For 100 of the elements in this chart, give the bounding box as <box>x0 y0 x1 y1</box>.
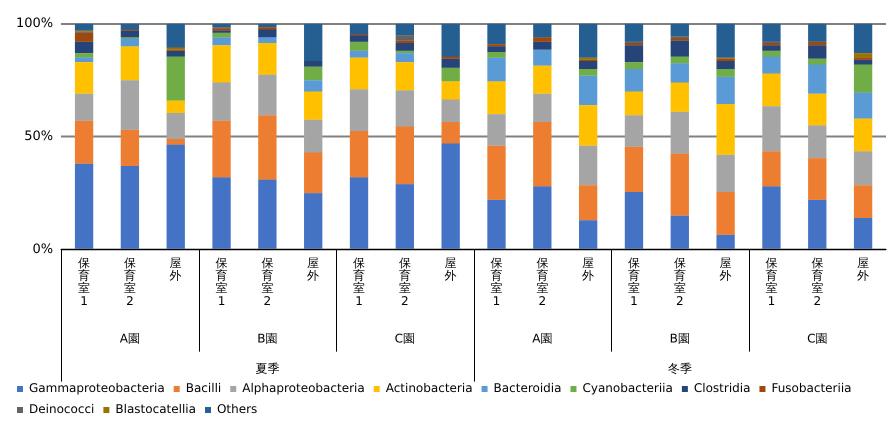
bar <box>716 76 735 104</box>
bar <box>716 234 735 249</box>
x-tick-label: 保育室1 <box>78 256 90 308</box>
bar <box>670 40 689 57</box>
legend-label: Bacteroidia <box>494 381 562 396</box>
x-tick-label: 屋外 <box>582 256 594 283</box>
bar <box>487 58 506 82</box>
bar <box>258 180 277 249</box>
bar <box>258 74 277 116</box>
x-tick-label: 保育室2 <box>124 256 136 308</box>
bar <box>578 146 598 186</box>
text: 夏季 <box>255 362 280 376</box>
x-tick-label: 屋外 <box>170 256 182 283</box>
bar <box>396 53 414 62</box>
bar <box>670 63 689 83</box>
legend-label: Fusobacteriia <box>771 381 852 396</box>
bar <box>442 122 460 144</box>
x-tick-label: 保育室1 <box>353 256 366 308</box>
bar <box>808 24 826 42</box>
bar <box>716 68 735 77</box>
bar <box>166 138 185 145</box>
bar <box>578 185 598 220</box>
bar <box>670 82 689 112</box>
bar <box>762 45 781 51</box>
bar <box>762 186 781 249</box>
bar <box>670 56 689 64</box>
bar <box>624 42 644 46</box>
x-tick-label: 保育室2 <box>398 256 411 308</box>
bar <box>442 81 460 100</box>
x-tick-label: 保育室1 <box>216 256 228 308</box>
bar <box>74 58 94 62</box>
bar <box>716 192 735 235</box>
x-tick-label: 保育室2 <box>811 256 824 308</box>
legend-label: Deinococci <box>29 402 94 416</box>
x-tick-label: 保育室1 <box>765 256 778 308</box>
bar <box>716 24 735 58</box>
bar <box>578 61 598 69</box>
x-tick-label: 保育室2 <box>536 256 548 308</box>
text: C園 <box>807 332 828 346</box>
legend-label: Others <box>216 402 258 416</box>
bar <box>350 24 368 34</box>
bar <box>533 24 552 38</box>
bar <box>74 32 94 42</box>
bar <box>212 45 231 83</box>
bar <box>808 45 826 59</box>
bar <box>854 24 872 54</box>
legend-label: Bacilli <box>186 381 222 396</box>
bar <box>120 30 140 38</box>
legend-label: Cyanobacteriia <box>582 381 673 396</box>
bar <box>487 52 506 58</box>
text: B園 <box>257 332 278 346</box>
bar <box>74 53 94 58</box>
x-tick-label: 保育室1 <box>628 256 640 308</box>
bar <box>854 118 872 152</box>
bar <box>442 24 460 57</box>
bar <box>304 120 322 153</box>
bar <box>396 42 414 51</box>
bar <box>716 104 735 155</box>
x-tick-label: 屋外 <box>307 256 320 283</box>
bar <box>442 99 460 122</box>
bar <box>258 42 277 75</box>
bar <box>854 151 872 186</box>
bar <box>670 216 689 249</box>
bar <box>166 50 185 57</box>
bar <box>487 81 506 114</box>
bar <box>762 42 781 46</box>
bar <box>762 106 781 152</box>
bar <box>762 50 781 57</box>
bar <box>304 66 322 80</box>
bar <box>762 56 781 74</box>
bar <box>212 120 231 178</box>
legend-label: Clostridia <box>694 381 750 396</box>
y-tick-label: 100% <box>16 16 54 32</box>
bar <box>350 35 368 42</box>
bar <box>624 192 644 249</box>
x-tick-label: 保育室2 <box>674 256 686 308</box>
x-tick-label: 屋外 <box>444 256 457 283</box>
legend-label: Alphaproteobacteria <box>242 381 365 396</box>
bar <box>304 24 322 62</box>
bar <box>350 42 368 51</box>
bar <box>624 24 644 42</box>
y-tick-label: 50% <box>24 129 54 144</box>
bar <box>442 58 460 68</box>
bar <box>578 24 598 58</box>
bar <box>624 146 644 192</box>
legend-label: Gammaproteobacteria <box>29 381 165 396</box>
bar <box>854 92 872 119</box>
bar <box>120 80 140 130</box>
bar <box>578 68 598 76</box>
text: A園 <box>532 332 552 346</box>
bar <box>396 184 414 249</box>
bar <box>396 62 414 90</box>
bar <box>304 80 322 92</box>
bar <box>670 154 689 216</box>
bar <box>533 94 552 122</box>
text: 冬季 <box>668 362 692 376</box>
bar <box>624 115 644 147</box>
bar <box>212 37 231 46</box>
bar <box>74 62 94 94</box>
bar <box>533 122 552 186</box>
